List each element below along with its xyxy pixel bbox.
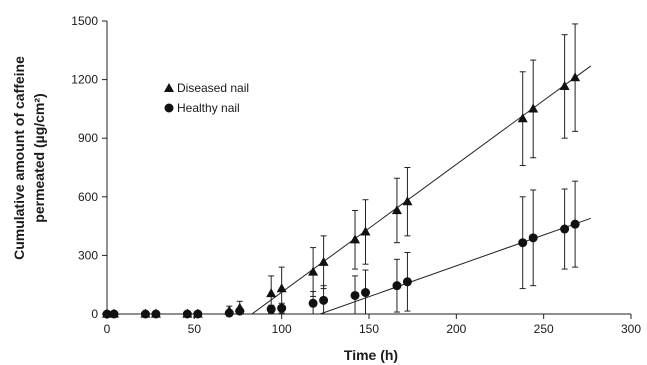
healthy-nail-marker xyxy=(570,219,580,229)
healthy-nail-marker xyxy=(392,281,402,291)
healthy-nail-marker xyxy=(402,277,412,287)
x-tick-label: 50 xyxy=(188,322,202,336)
x-tick-label: 150 xyxy=(359,322,379,336)
data-markers xyxy=(102,72,581,319)
healthy-nail-marker xyxy=(193,309,203,319)
y-tick-label: 600 xyxy=(78,190,98,204)
legend-item-diseased-nail: Diseased nail xyxy=(164,81,249,95)
x-tick-label: 250 xyxy=(534,322,554,336)
healthy-nail-marker xyxy=(350,290,360,300)
diseased-nail-trendline xyxy=(251,65,592,315)
healthy-nail-marker xyxy=(235,306,245,316)
healthy-nail-marker xyxy=(102,309,112,319)
y-axis-title-line-2: permeated (µg/cm²) xyxy=(31,93,47,222)
diseased-nail-marker xyxy=(308,266,319,276)
x-tick-label: 300 xyxy=(621,322,641,336)
legend: Diseased nail Healthy nail xyxy=(164,81,249,115)
y-axis-title-line-1: Cumulative amount of caffeine xyxy=(11,56,27,260)
diseased-nail-marker xyxy=(402,196,413,206)
legend-circle-marker xyxy=(164,103,174,113)
diseased-nail-marker xyxy=(517,113,528,123)
error-bars xyxy=(226,23,579,314)
healthy-nail-marker xyxy=(528,233,538,243)
healthy-nail-marker xyxy=(266,304,276,314)
y-tick-label: 0 xyxy=(91,307,98,321)
healthy-nail-marker xyxy=(224,308,234,318)
healthy-nail-marker xyxy=(277,303,287,313)
trendlines xyxy=(251,65,592,315)
x-tick-label: 0 xyxy=(104,322,111,336)
x-tick-label: 100 xyxy=(272,322,292,336)
healthy-nail-trendline xyxy=(319,217,591,315)
healthy-nail-marker xyxy=(361,288,371,298)
healthy-nail-marker xyxy=(182,309,192,319)
diseased-nail-marker xyxy=(266,288,277,298)
y-tick-label: 1200 xyxy=(71,73,98,87)
diseased-nail-marker xyxy=(570,72,581,82)
diseased-nail-marker xyxy=(559,81,570,91)
axes: 0 300 600 900 1200 1500 0 50 100 150 200 250 300 xyxy=(71,14,641,336)
healthy-nail-marker xyxy=(560,224,570,234)
diseased-nail-marker xyxy=(528,103,539,113)
healthy-nail-marker xyxy=(109,309,119,319)
legend-label: Diseased nail xyxy=(177,81,249,95)
legend-triangle-marker xyxy=(164,83,174,92)
y-tick-label: 300 xyxy=(78,248,98,262)
healthy-nail-marker xyxy=(308,298,318,308)
diseased-nail-marker xyxy=(318,256,329,266)
y-tick-label: 900 xyxy=(78,131,98,145)
x-axis-title: Time (h) xyxy=(344,347,398,363)
healthy-nail-marker xyxy=(518,238,528,248)
x-tick-label: 200 xyxy=(446,322,466,336)
legend-item-healthy-nail: Healthy nail xyxy=(164,101,240,115)
y-tick-label: 1500 xyxy=(71,14,98,28)
healthy-nail-marker xyxy=(140,309,150,319)
legend-label: Healthy nail xyxy=(177,101,240,115)
diseased-nail-marker xyxy=(276,283,287,293)
healthy-nail-marker xyxy=(319,295,329,305)
diseased-nail-marker xyxy=(391,205,402,215)
diseased-nail-marker xyxy=(360,226,371,236)
diseased-nail-marker xyxy=(350,234,361,244)
healthy-nail-marker xyxy=(151,309,161,319)
